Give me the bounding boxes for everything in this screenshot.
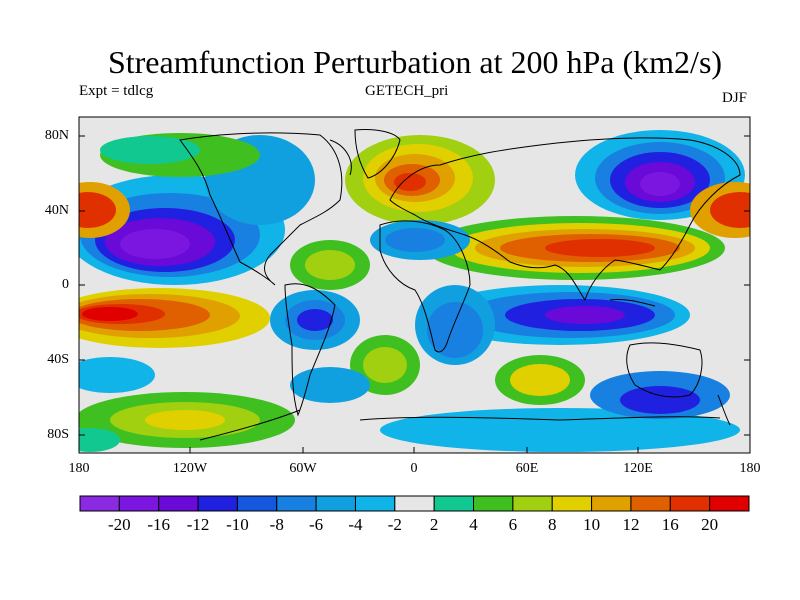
- coast-eurasia: [389, 137, 741, 302]
- lon-label: 60W: [289, 461, 317, 476]
- anomaly-asia-high: [425, 216, 725, 280]
- colorbar-swatch: [709, 495, 750, 512]
- colorbar-swatch: [433, 495, 475, 512]
- coast-baffin: [329, 139, 352, 176]
- coast-south-america: [284, 283, 336, 417]
- anomaly-west-high: [79, 182, 130, 238]
- colorbar-swatch: [354, 495, 396, 512]
- colorbar-label: 2: [429, 515, 439, 534]
- colorbar-swatch: [630, 495, 671, 512]
- colorbar-swatch: [473, 495, 514, 512]
- colorbar-swatch: [158, 495, 199, 512]
- lon-label: 180: [68, 461, 90, 476]
- coast-nz: [717, 394, 731, 426]
- anomaly-sind-high: [495, 355, 585, 405]
- colorbar-label: 12: [622, 515, 640, 534]
- colorbar-swatch: [669, 495, 711, 512]
- colorbar-swatch: [118, 495, 160, 512]
- coast-africa: [379, 220, 471, 353]
- anomaly-spac-high: [79, 392, 295, 448]
- colorbar-label: -6: [309, 515, 324, 534]
- lat-label: 80N: [44, 128, 69, 143]
- lat-label: 40N: [44, 203, 69, 218]
- map-title: Streamfunction Perturbation at 200 hPa (…: [107, 44, 723, 80]
- colorbar-swatch: [394, 495, 435, 512]
- coast-north-america: [179, 132, 343, 286]
- colorbar-label: -2: [387, 515, 402, 534]
- colorbar-label: -16: [147, 515, 171, 534]
- colorbar-label: -4: [348, 515, 363, 534]
- lon-label: 60E: [515, 461, 539, 476]
- field-layer: [79, 130, 750, 452]
- colorbar-label: -20: [108, 515, 131, 534]
- anomaly-atl-high: [290, 240, 370, 290]
- colorbar-swatch: [315, 495, 356, 512]
- lon-label: 0: [410, 461, 418, 476]
- colorbar-label: 20: [701, 515, 719, 534]
- coast-antarctic-peninsula: [199, 409, 301, 441]
- axis-ticks: [79, 135, 750, 453]
- lon-label: 180: [739, 461, 761, 476]
- colorbar-swatch: [512, 495, 553, 512]
- coastlines: [179, 129, 741, 441]
- anomaly-europe-high: [345, 135, 495, 225]
- lon-label: 120E: [623, 461, 653, 476]
- anomaly-africa-low: [415, 285, 495, 365]
- colorbar-label: 6: [508, 515, 518, 534]
- coast-indonesia: [609, 299, 656, 307]
- colorbar-swatch: [591, 495, 632, 512]
- colorbar-label: 8: [547, 515, 557, 534]
- colorbar-swatch: [236, 495, 278, 512]
- colorbar-label: -10: [226, 515, 249, 534]
- dataset-label: GETECH_pri: [365, 83, 449, 99]
- anomaly-swpac-low: [79, 357, 155, 452]
- colorbar-label: -8: [269, 515, 284, 534]
- coast-australia: [626, 342, 703, 398]
- coast-greenland: [354, 129, 401, 179]
- experiment-label: Expt = tdlcg: [79, 83, 154, 99]
- season-label: DJF: [722, 90, 748, 106]
- anomaly-east-high: [690, 182, 750, 238]
- lat-label: 40S: [47, 352, 69, 367]
- colorbar-label: 4: [469, 515, 478, 534]
- colorbar-swatch: [276, 495, 317, 512]
- colorbar-swatch: [197, 495, 238, 512]
- lat-label: 0: [62, 277, 69, 292]
- anomaly-arctic-high: [100, 133, 260, 177]
- colorbar-label: 10: [583, 515, 601, 534]
- colorbar-label: 16: [661, 515, 679, 534]
- colorbar-swatch: [551, 495, 593, 512]
- lon-label: 120W: [172, 461, 208, 476]
- anomaly-samerica-low: [270, 290, 360, 350]
- colorbar-swatch: [79, 495, 120, 512]
- lat-label: 80S: [47, 427, 69, 442]
- coast-antarctica: [359, 416, 721, 421]
- anomaly-epac-high: [79, 288, 270, 348]
- colorbar: [79, 495, 750, 512]
- colorbar-label: -12: [186, 515, 210, 534]
